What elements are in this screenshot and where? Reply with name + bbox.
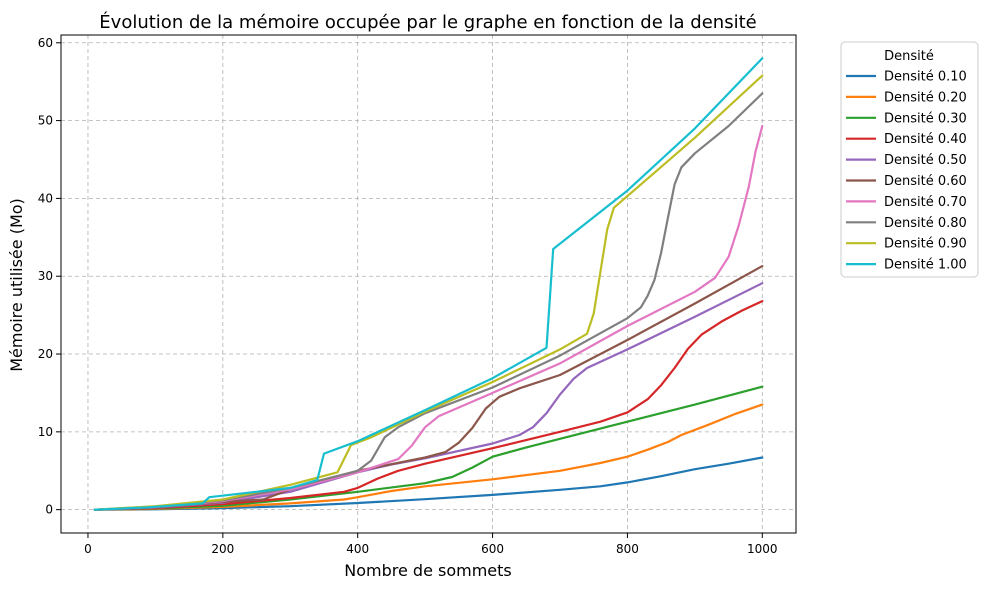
series-line-5 [93,265,764,511]
series-line-1 [93,403,764,511]
x-tick-label: 800 [616,542,639,556]
legend-entry-label: Densité 0.70 [884,195,967,210]
x-tick-label: 400 [346,542,369,556]
grid [61,35,796,533]
legend-entry-label: Densité 1.00 [884,258,967,273]
x-axis-label: Nombre de sommets [344,561,512,580]
legend-entry-label: Densité 0.60 [884,174,967,189]
y-tick-label: 10 [38,425,53,439]
legend-entry-label: Densité 0.10 [884,70,967,85]
legend-box [840,41,979,278]
legend-entry-label: Densité 0.50 [884,153,967,168]
legend-entry-label: Densité 0.30 [884,111,967,126]
series-lines [93,57,764,511]
axis-ticks: 0 200 400 600 800 1000 0 10 20 30 40 50 60 [38,36,778,556]
plot-area-frame [60,34,797,534]
legend-title: Densité [884,49,934,64]
x-tick-label: 600 [481,542,504,556]
legend-entry-label: Densité 0.80 [884,216,967,231]
series-line-2 [93,385,764,511]
series-line-7 [93,92,764,511]
chart-title: Évolution de la mémoire occupée par le g… [99,11,756,33]
y-tick-label: 60 [38,36,53,50]
x-tick-label: 0 [84,542,92,556]
x-tick-label: 1000 [747,542,778,556]
y-tick-label: 20 [38,347,53,361]
y-tick-label: 30 [38,269,53,283]
legend-entry-label: Densité 0.40 [884,132,967,147]
series-line-0 [93,456,764,511]
legend-entry-label: Densité 0.20 [884,90,967,105]
y-tick-label: 0 [45,503,53,517]
y-tick-label: 40 [38,191,53,205]
y-tick-label: 50 [38,114,53,128]
series-line-9 [93,57,764,511]
legend-entry-label: Densité 0.90 [884,237,967,252]
y-axis-label: Mémoire utilisée (Mo) [7,198,26,372]
series-line-6 [93,124,764,511]
series-line-3 [93,300,764,511]
x-tick-label: 200 [211,542,234,556]
legend-items: Densité 0.10 Densité 0.20 Densité 0.30 Dens… [846,70,967,273]
